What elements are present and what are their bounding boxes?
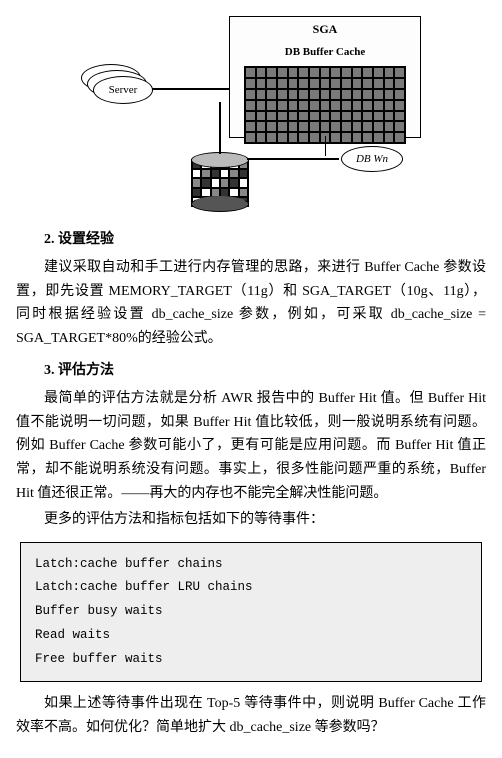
db-buffer-cache-grid — [244, 66, 406, 144]
code-line: Latch:cache buffer chains — [35, 557, 223, 571]
section-3-paragraph-2: 更多的评估方法和指标包括如下的等待事件： — [16, 508, 486, 532]
code-line: Buffer busy waits — [35, 604, 163, 618]
section-heading-3: 3. 评估方法 — [16, 359, 486, 383]
wait-events-code-block: Latch:cache buffer chains Latch:cache bu… — [20, 542, 482, 683]
section-2-paragraph: 建议采取自动和手工进行内存管理的思路，来进行 Buffer Cache 参数设置… — [16, 256, 486, 351]
code-line: Latch:cache buffer LRU chains — [35, 580, 253, 594]
diagram-canvas: SGA DB Buffer Cache Server DB Wn — [81, 16, 421, 216]
server-process-icon: Server — [93, 76, 153, 104]
code-line: Free buffer waits — [35, 652, 163, 666]
db-buffer-cache-title: DB Buffer Cache — [230, 43, 420, 62]
dbwn-label: DB Wn — [356, 150, 388, 169]
server-label: Server — [109, 81, 138, 100]
footer-paragraph: 如果上述等待事件出现在 Top-5 等待事件中，则说明 Buffer Cache… — [16, 692, 486, 740]
connector-line — [247, 158, 339, 160]
connector-line — [219, 102, 221, 154]
datafile-cylinder-icon — [191, 152, 247, 208]
sga-box: SGA DB Buffer Cache — [229, 16, 421, 138]
connector-line — [151, 88, 229, 90]
section-3-paragraph-1: 最简单的评估方法就是分析 AWR 报告中的 Buffer Hit 值。但 Buf… — [16, 387, 486, 506]
section-heading-2: 2. 设置经验 — [16, 228, 486, 252]
code-line: Read waits — [35, 628, 110, 642]
architecture-diagram: SGA DB Buffer Cache Server DB Wn — [16, 16, 486, 216]
dbwn-process-icon: DB Wn — [341, 146, 403, 172]
connector-line — [325, 136, 327, 156]
sga-title: SGA — [230, 19, 420, 39]
